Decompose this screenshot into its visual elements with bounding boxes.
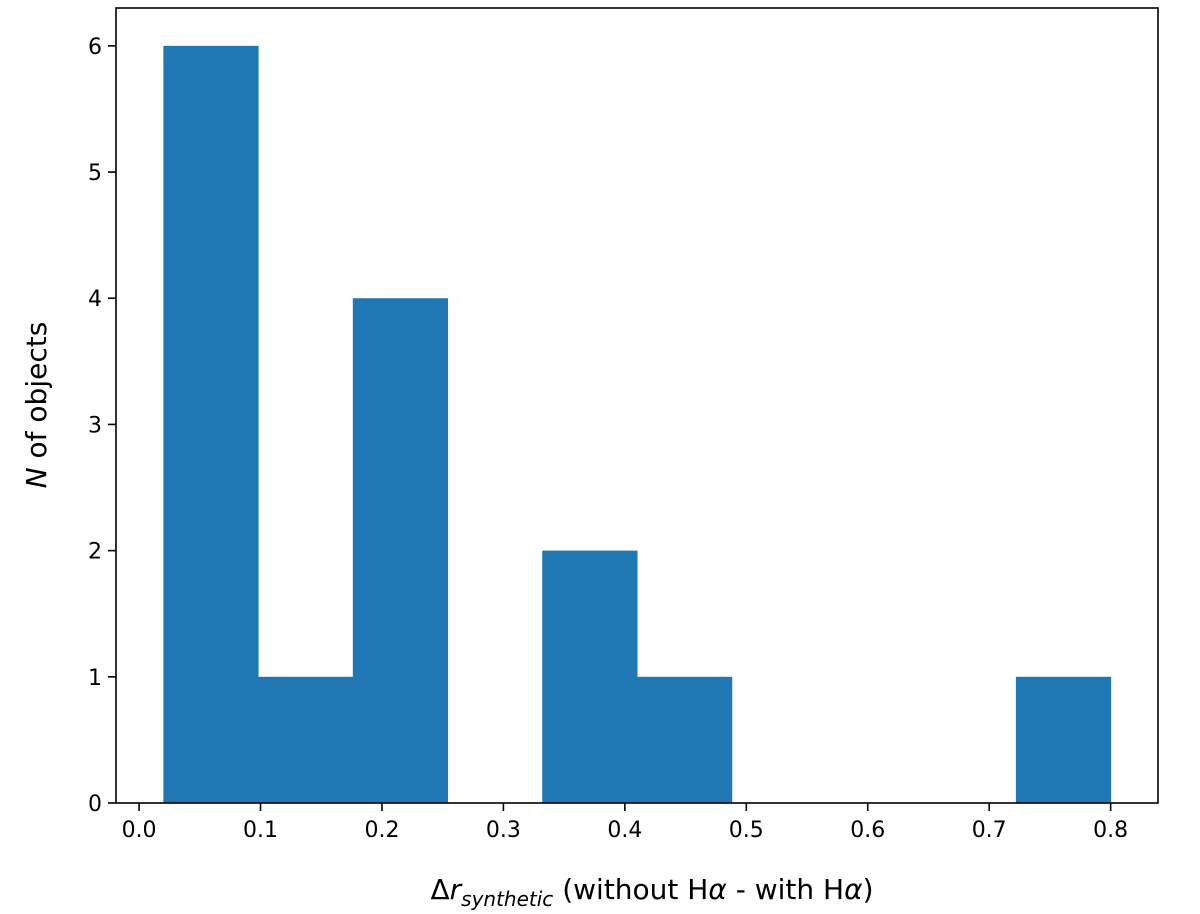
y-tick-label: 5	[88, 161, 102, 186]
x-axis-title-middle: - with H	[727, 873, 844, 906]
x-axis-title-prefix: (without H	[553, 873, 708, 906]
plot-frame	[115, 7, 1159, 804]
y-axis-title: N of objects	[20, 322, 53, 489]
x-tick-label: 0.8	[1093, 818, 1128, 843]
y-tick-label: 0	[88, 792, 102, 817]
histogram-bar	[1015, 676, 1112, 803]
histogram-bars	[163, 45, 1112, 804]
x-axis-title-suffix: )	[863, 873, 874, 906]
y-tick-label: 6	[88, 35, 102, 60]
x-axis-title: Δrsynthetic (without Hα - with Hα)	[430, 873, 873, 911]
y-tick-label: 3	[88, 413, 102, 438]
histogram-bar	[542, 550, 638, 803]
histogram-bar	[163, 45, 259, 804]
x-tick-label: 0.6	[850, 818, 885, 843]
y-tick-label: 2	[88, 540, 102, 565]
y-tick-label: 4	[88, 287, 102, 312]
x-tick-label: 0.1	[243, 818, 278, 843]
y-tick-label: 1	[88, 666, 102, 691]
x-axis-title-alpha-2: α	[844, 873, 863, 906]
histogram-bar	[637, 676, 733, 803]
x-axis-title-subscript: synthetic	[461, 887, 553, 911]
y-axis-title-rest: of objects	[20, 322, 53, 468]
x-axis-ticks: 0.0 0.1 0.2 0.3 0.4 0.5 0.6 0.7 0.8	[122, 803, 1128, 843]
y-axis-ticks: 0 1 2 3 4 5 6	[88, 35, 116, 817]
x-tick-label: 0.0	[122, 818, 157, 843]
y-axis-title-symbol: N	[20, 467, 53, 488]
x-axis-title-delta: Δ	[430, 873, 449, 906]
x-axis-title-alpha-1: α	[708, 873, 727, 906]
x-tick-label: 0.3	[486, 818, 521, 843]
histogram-bar	[258, 676, 354, 803]
x-tick-label: 0.2	[364, 818, 399, 843]
x-tick-label: 0.7	[972, 818, 1007, 843]
x-tick-label: 0.4	[607, 818, 642, 843]
histogram-bar	[352, 298, 449, 803]
x-axis-title-symbol: r	[450, 873, 463, 906]
x-tick-label: 0.5	[729, 818, 764, 843]
